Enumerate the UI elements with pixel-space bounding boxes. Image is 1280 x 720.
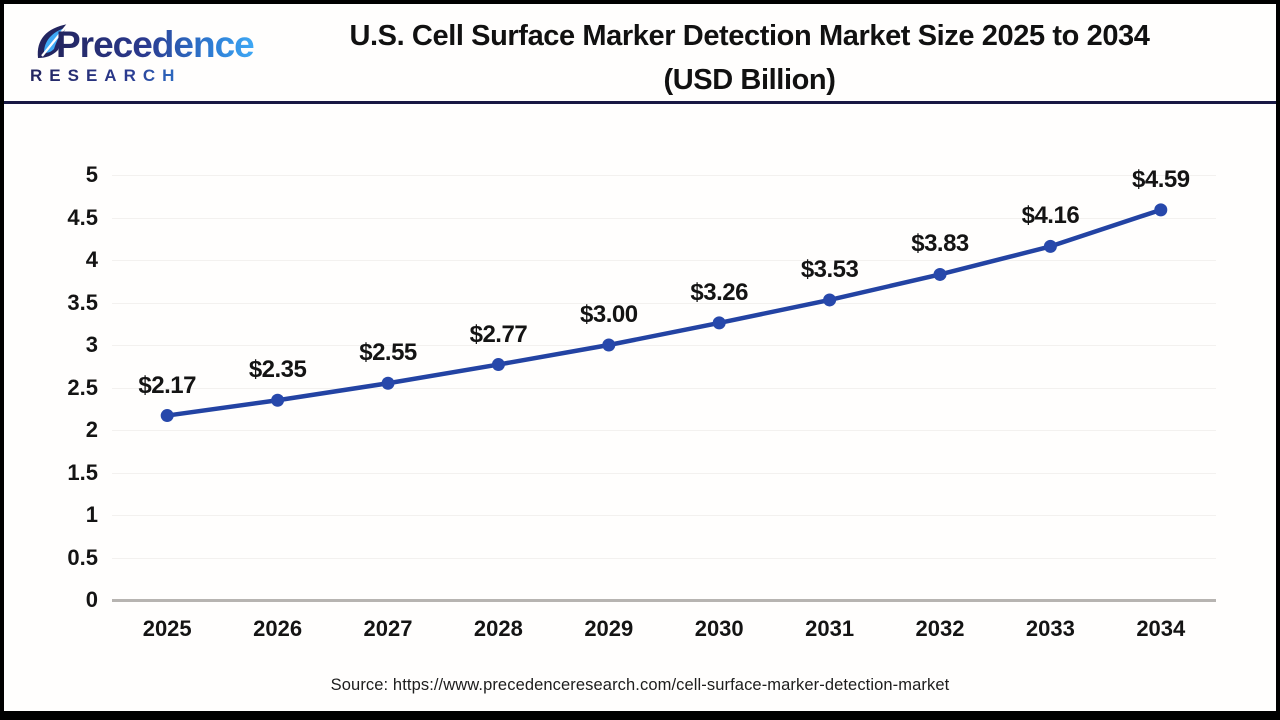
data-point-2026: [271, 393, 285, 407]
gridline: [112, 387, 1216, 389]
data-point-2033: [1043, 239, 1057, 253]
gridline: [112, 345, 1216, 346]
gridline: [112, 472, 1216, 474]
y-tick-label-1.5: 1.5: [67, 459, 98, 485]
gridline: [112, 302, 1216, 304]
data-label-2028: $2.77: [469, 320, 528, 348]
gridline: [112, 515, 1216, 516]
data-label-2032: $3.83: [911, 230, 969, 258]
y-tick-label-0.5: 0.5: [67, 544, 98, 570]
chart-title-line1: U.S. Cell Surface Marker Detection Marke…: [349, 20, 1150, 52]
gridline: [112, 175, 1216, 176]
x-tick-label-2027: 2027: [363, 616, 413, 641]
x-tick-label-2033: 2033: [1025, 616, 1075, 641]
gridline: [112, 217, 1216, 219]
chart-title-line2: (USD Billion): [663, 64, 836, 96]
gridline: [112, 557, 1216, 559]
x-tick-label-2031: 2031: [805, 616, 855, 641]
data-point-2030: [712, 316, 726, 330]
y-tick-label-2.5: 2.5: [67, 374, 98, 400]
gridline: [112, 260, 1216, 261]
y-tick-label-3.5: 3.5: [67, 289, 98, 315]
chart-area: 0 0.5 1 1.5 2 2.5 3 3.5 4 4.5 5 2025 2026 2027 2028 202…: [4, 104, 1276, 711]
logo-wordmark: Precedence: [56, 24, 255, 65]
source-caption: Source: https://www.precedenceresearch.c…: [330, 676, 950, 694]
logo-subtitle: RESEARCH: [30, 66, 226, 86]
y-tick-label-2: 2: [85, 417, 98, 442]
x-tick-label-2025: 2025: [142, 616, 192, 641]
y-tick-label-0: 0: [85, 587, 98, 612]
x-tick-label-2026: 2026: [253, 616, 303, 641]
x-tick-label-2029: 2029: [584, 616, 634, 641]
header-separator: [0, 101, 1280, 104]
y-tick-label-4: 4: [85, 247, 98, 272]
x-tick-label-2030: 2030: [694, 616, 744, 641]
gridline: [112, 430, 1216, 431]
data-label-2025: $2.17: [138, 371, 196, 399]
leaf-icon: [37, 23, 69, 58]
market-size-line: [164, 207, 1164, 418]
data-point-2025: [160, 409, 174, 423]
data-label-2030: $3.26: [690, 278, 748, 306]
header: Precedence RESEARCH U.S. Cell Surface Ma…: [4, 4, 1276, 101]
y-tick-label-3: 3: [85, 332, 98, 357]
y-tick-label-5: 5: [85, 162, 98, 187]
data-point-2031: [823, 293, 837, 307]
y-tick-label-4.5: 4.5: [67, 204, 98, 230]
data-label-2034: $4.59: [1132, 165, 1190, 193]
data-label-2027: $2.55: [359, 339, 417, 367]
data-point-2029: [602, 338, 616, 352]
data-point-2027: [381, 376, 395, 390]
precedence-research-logo: Precedence RESEARCH: [22, 18, 255, 92]
data-point-2034: [1154, 203, 1168, 217]
x-tick-label-2034: 2034: [1136, 616, 1186, 641]
y-tick-label-1: 1: [85, 502, 98, 527]
data-label-2031: $3.53: [800, 255, 859, 283]
data-point-2028: [491, 358, 505, 372]
data-point-2032: [933, 267, 947, 281]
data-label-2029: $3.00: [580, 301, 638, 328]
x-axis-line: [112, 599, 1216, 602]
chart-title: U.S. Cell Surface Marker Detection Marke…: [229, 14, 1270, 102]
x-tick-label-2028: 2028: [473, 616, 523, 641]
line-series-svg: [160, 203, 1168, 423]
data-label-2026: $2.35: [248, 356, 307, 384]
data-label-2033: $4.16: [1021, 202, 1080, 230]
x-tick-label-2032: 2032: [915, 616, 965, 641]
